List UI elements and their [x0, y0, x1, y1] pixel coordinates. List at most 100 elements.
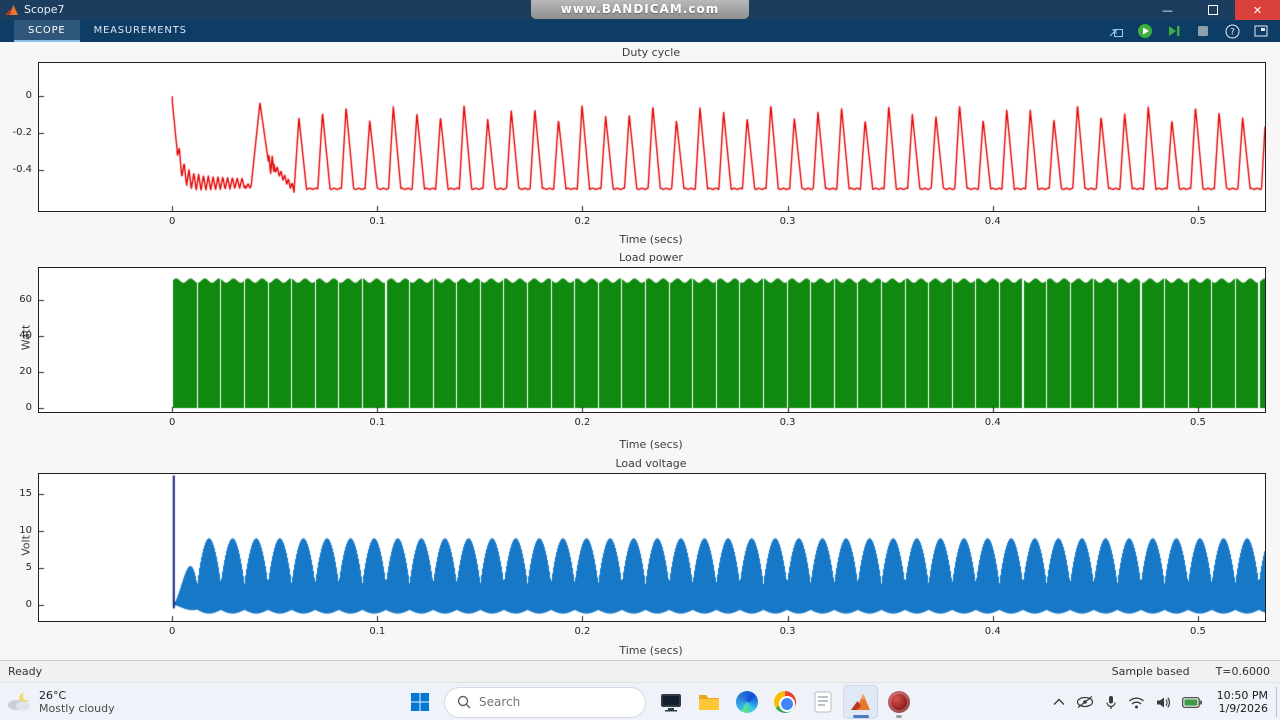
y-tick-label: 15 — [19, 487, 32, 499]
x-tick-label: 0.3 — [779, 216, 796, 227]
minimize-button[interactable]: — — [1162, 3, 1173, 17]
y-tick-label: 20 — [19, 366, 32, 378]
x-tick-label: 0 — [168, 626, 176, 637]
clock-time: 10:50 PM — [1216, 689, 1268, 702]
y-tick-label: 10 — [19, 524, 32, 536]
x-tick-label: 0.2 — [574, 417, 591, 428]
chart-title: Load voltage — [615, 457, 687, 470]
y-tick-label: 0 — [25, 598, 32, 610]
stop-icon[interactable] — [1192, 22, 1214, 40]
bandicam-watermark: www.BANDICAM.com — [531, 0, 749, 19]
x-axis-label: Time (secs) — [619, 233, 683, 246]
windows-logo-icon — [410, 693, 429, 711]
taskbar-app-notepad[interactable] — [805, 685, 840, 719]
taskbar-app-chrome[interactable] — [767, 685, 802, 719]
running-app-indicator — [895, 715, 902, 718]
taskbar-app-monitor[interactable] — [653, 685, 688, 719]
active-app-indicator — [852, 715, 869, 718]
taskbar-app-matlab[interactable] — [843, 685, 878, 719]
close-button[interactable]: ✕ — [1235, 0, 1280, 20]
x-tick-label: 0.5 — [1189, 216, 1206, 227]
y-tick-label: 0 — [25, 90, 32, 102]
help-icon[interactable]: ? — [1221, 22, 1243, 40]
maximize-button[interactable] — [1190, 0, 1235, 20]
wifi-icon[interactable] — [1128, 696, 1145, 709]
document-icon — [814, 691, 831, 713]
clock-date: 1/9/2026 — [1218, 702, 1268, 715]
microphone-icon[interactable] — [1105, 695, 1117, 710]
y-tick-label: 40 — [19, 330, 32, 342]
chart-title: Load power — [619, 251, 683, 264]
eye-slash-icon[interactable] — [1076, 695, 1094, 709]
x-tick-label: 0.2 — [574, 626, 591, 637]
dock-icon[interactable] — [1250, 22, 1272, 40]
scope-plot-area: Duty cycle Time (secs) 0 0.1 0.2 0.3 0.4 0.5 0… — [0, 42, 1280, 660]
sim-time-text: T=0.6000 — [1215, 665, 1270, 678]
x-tick-label: 0.3 — [779, 626, 796, 637]
tray-chevron-up-icon[interactable] — [1053, 698, 1065, 706]
y-tick-label: 0 — [25, 402, 32, 414]
x-tick-label: 0 — [168, 417, 176, 428]
y-axis-label: Volt — [19, 534, 33, 556]
x-tick-label: 0.1 — [369, 216, 386, 227]
load-power-axes[interactable] — [38, 267, 1266, 413]
cloud-moon-icon — [8, 691, 32, 711]
matlab-app-icon — [5, 5, 18, 15]
x-tick-label: 0.1 — [369, 417, 386, 428]
taskbar-app-file-explorer[interactable] — [691, 685, 726, 719]
volume-icon[interactable] — [1156, 696, 1171, 709]
weather-widget[interactable]: 26°C Mostly cloudy — [6, 686, 115, 718]
run-icon[interactable] — [1134, 22, 1156, 40]
search-input[interactable] — [479, 695, 599, 709]
chrome-icon — [773, 691, 796, 713]
x-tick-label: 0.5 — [1189, 417, 1206, 428]
window-title: Scope7 — [24, 3, 65, 16]
sample-mode-text: Sample based — [1111, 665, 1190, 678]
x-tick-label: 0.5 — [1189, 626, 1206, 637]
weather-condition: Mostly cloudy — [39, 702, 115, 715]
duty-cycle-canvas[interactable] — [39, 63, 1265, 211]
status-bar: Ready Sample based T=0.6000 — [0, 660, 1280, 682]
clock-widget[interactable]: 10:50 PM 1/9/2026 — [1217, 689, 1268, 715]
taskbar-search[interactable] — [444, 686, 646, 718]
taskbar: 26°C Mostly cloudy — [0, 682, 1280, 720]
folder-icon — [698, 695, 719, 710]
search-icon — [457, 695, 471, 709]
x-axis-label: Time (secs) — [619, 438, 683, 451]
load-voltage-canvas[interactable] — [39, 474, 1265, 621]
weather-temp: 26°C — [39, 689, 67, 702]
edge-icon — [735, 691, 758, 713]
window-titlebar: Scope7 www.BANDICAM.com — ✕ — [0, 0, 1280, 20]
tab-scope[interactable]: SCOPE — [14, 20, 80, 42]
y-tick-label: 5 — [25, 561, 32, 573]
x-tick-label: 0.4 — [984, 417, 1001, 428]
taskbar-app-bandicam[interactable] — [881, 685, 916, 719]
x-axis-label: Time (secs) — [619, 644, 683, 657]
chart-title: Duty cycle — [621, 46, 681, 59]
bandicam-record-icon — [887, 691, 910, 713]
matlab-icon — [850, 694, 870, 710]
step-forward-icon[interactable] — [1163, 22, 1185, 40]
x-tick-label: 0.4 — [984, 626, 1001, 637]
y-tick-label: 60 — [19, 294, 32, 306]
y-tick-label: -0.2 — [12, 127, 32, 139]
tab-measurements[interactable]: MEASUREMENTS — [93, 25, 187, 36]
duty-cycle-axes[interactable] — [38, 62, 1266, 212]
x-tick-label: 0 — [168, 216, 176, 227]
monitor-app-icon — [660, 694, 681, 712]
battery-icon[interactable] — [1182, 696, 1202, 708]
taskbar-app-edge[interactable] — [729, 685, 764, 719]
x-tick-label: 0.2 — [574, 216, 591, 227]
x-tick-label: 0.3 — [779, 417, 796, 428]
status-text: Ready — [8, 665, 43, 678]
load-power-canvas[interactable] — [39, 268, 1265, 412]
highlight-block-icon[interactable] — [1105, 22, 1127, 40]
x-tick-label: 0.1 — [369, 626, 386, 637]
svg-text:?: ? — [1230, 27, 1235, 37]
start-button[interactable] — [402, 685, 437, 719]
maximize-icon — [1207, 5, 1218, 15]
load-voltage-axes[interactable] — [38, 473, 1266, 622]
show-desktop-button[interactable] — [1276, 687, 1280, 717]
y-tick-label: -0.4 — [12, 164, 32, 176]
